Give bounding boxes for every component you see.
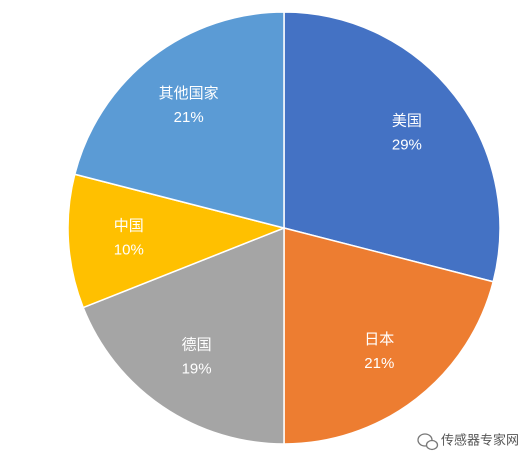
value-label: 21% [364, 355, 394, 372]
slice-label: 美国 [392, 113, 422, 130]
pie-slice [73, 11, 285, 229]
value-label: 29% [392, 137, 422, 154]
pie-slice [283, 11, 501, 283]
slice-label: 日本 [364, 331, 394, 348]
value-label: 10% [114, 242, 144, 259]
slice-label: 其他国家 [159, 85, 219, 102]
pie-slice [67, 173, 287, 309]
slice-label: 德国 [182, 336, 212, 354]
watermark-icon [417, 433, 439, 451]
pie-slice [283, 227, 495, 445]
value-label: 19% [182, 361, 212, 378]
watermark: 传感器专家网 [441, 432, 519, 447]
value-label: 21% [174, 109, 204, 126]
pie-slice [82, 226, 285, 445]
slice-label: 中国 [114, 218, 144, 235]
